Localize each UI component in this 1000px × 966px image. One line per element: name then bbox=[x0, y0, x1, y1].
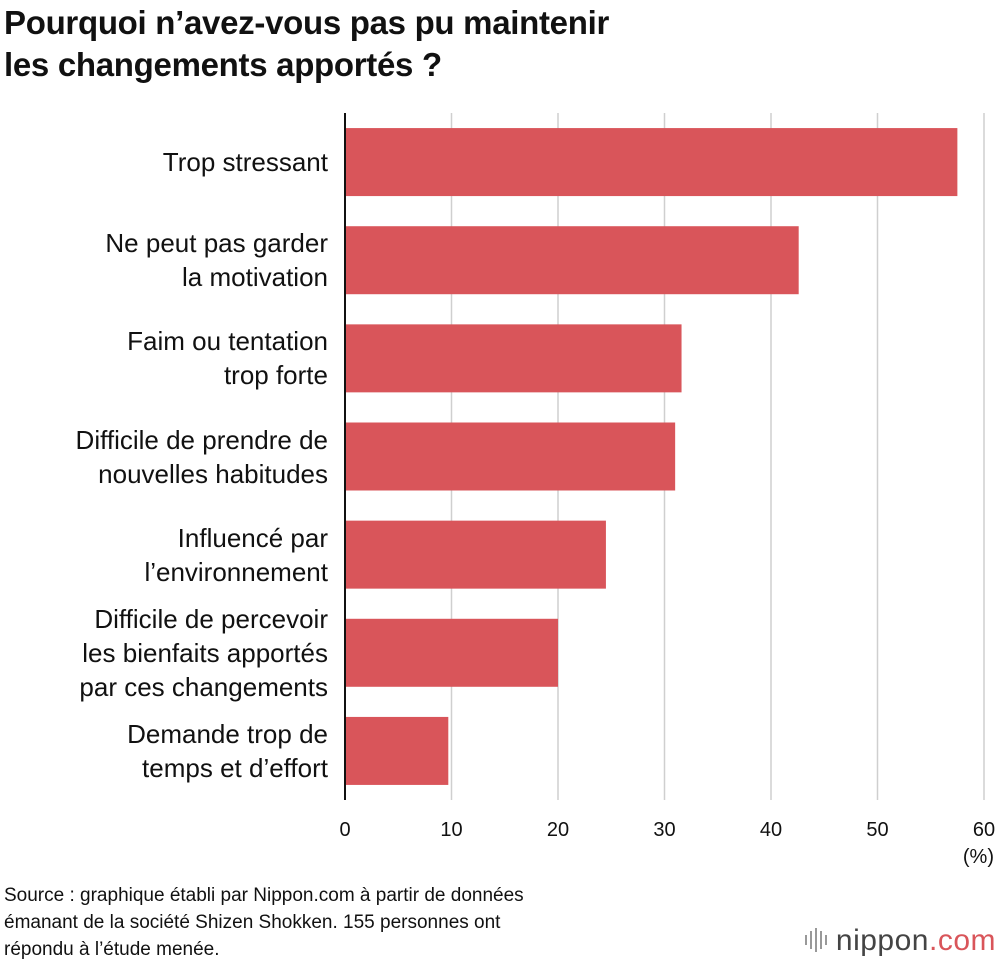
chart: 0 10 20 30 40 50 60 bbox=[339, 113, 995, 841]
logo: nippon.com bbox=[804, 924, 996, 958]
x-axis-unit: (%) bbox=[962, 846, 994, 868]
x-tick-label: 40 bbox=[760, 819, 782, 841]
y-category-label: Faim ou tentation trop forte bbox=[127, 326, 328, 391]
x-tick-label: 30 bbox=[653, 819, 675, 841]
logo-suffix: .com bbox=[928, 924, 996, 957]
y-category-label: Ne peut pas garder la motivation bbox=[105, 228, 328, 293]
bar bbox=[345, 226, 799, 295]
chart-title: Pourquoi n’avez-vous pas pu maintenir le… bbox=[4, 4, 609, 83]
y-category-label: Influencé par l’environnement bbox=[144, 522, 328, 587]
x-tick-label: 10 bbox=[440, 819, 462, 841]
bar bbox=[345, 128, 958, 197]
x-tick-label: 50 bbox=[866, 819, 888, 841]
y-category-label: Demande trop de temps et d’effort bbox=[127, 718, 328, 783]
y-category-label: Difficile de prendre de nouvelles habitu… bbox=[75, 424, 328, 489]
logo-icon bbox=[804, 928, 827, 952]
x-tick-label: 20 bbox=[547, 819, 569, 841]
y-category-label: Trop stressant bbox=[162, 147, 328, 178]
bar bbox=[345, 520, 606, 589]
x-tick-label: 0 bbox=[339, 819, 350, 841]
bar bbox=[345, 324, 682, 393]
bar bbox=[345, 422, 676, 491]
bar bbox=[345, 618, 558, 687]
source-note: Source : graphique établi par Nippon.com… bbox=[4, 885, 524, 960]
bar bbox=[345, 716, 449, 785]
logo-name: nippon bbox=[835, 924, 929, 957]
x-tick-label: 60 bbox=[973, 819, 995, 841]
y-category-label: Difficile de percevoir les bienfaits app… bbox=[79, 603, 328, 702]
